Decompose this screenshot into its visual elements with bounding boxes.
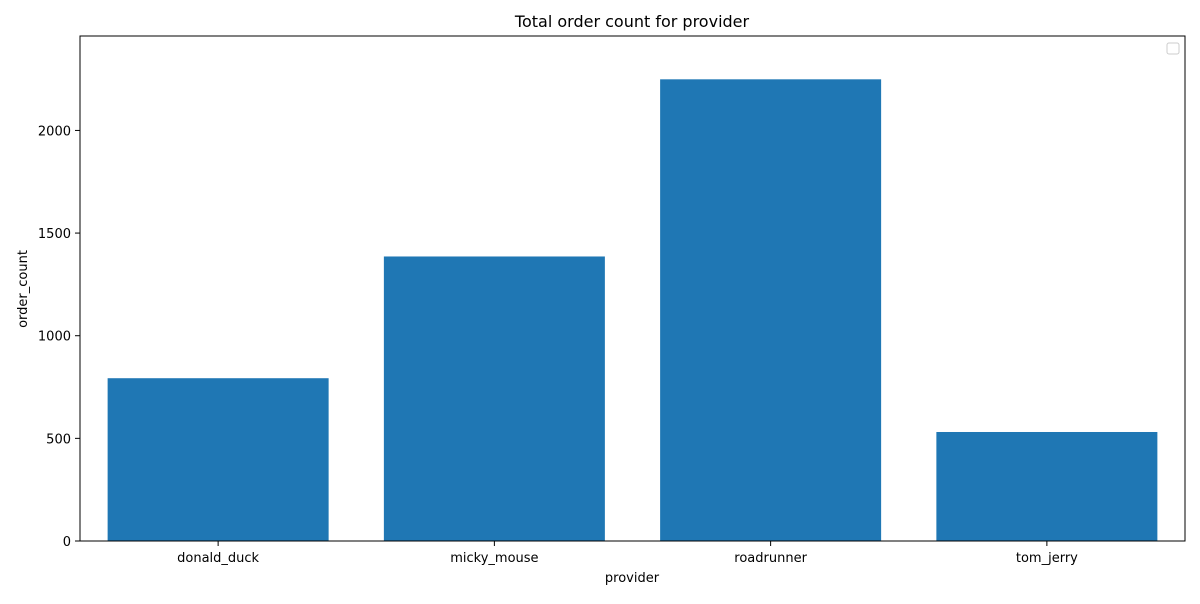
- x-tick-label: roadrunner: [734, 551, 807, 566]
- y-tick-label: 1000: [38, 330, 71, 345]
- bar-roadrunner: [660, 79, 882, 542]
- legend-box: [1166, 42, 1180, 55]
- bars-layer: [107, 79, 1158, 542]
- chart-title: Total order count for provider: [514, 12, 750, 31]
- y-tick-label: 1500: [38, 227, 71, 242]
- y-tick-label: 0: [63, 535, 71, 550]
- y-tick-label: 500: [46, 432, 71, 447]
- x-tick-label: micky_mouse: [450, 551, 538, 566]
- x-axis-label: provider: [605, 571, 660, 586]
- y-tick-label: 2000: [38, 124, 71, 139]
- bar-tom_jerry: [936, 431, 1158, 541]
- plot-frame: [79, 35, 1186, 542]
- ticks-layer: donald_duck micky_mouse roadrunner tom_jerr…: [38, 124, 1078, 566]
- x-tick-label: donald_duck: [177, 551, 259, 566]
- x-tick-label: tom_jerry: [1016, 551, 1078, 566]
- bar-donald_duck: [107, 378, 329, 541]
- bar-micky_mouse: [383, 256, 605, 541]
- y-axis-label: order_count: [16, 250, 31, 328]
